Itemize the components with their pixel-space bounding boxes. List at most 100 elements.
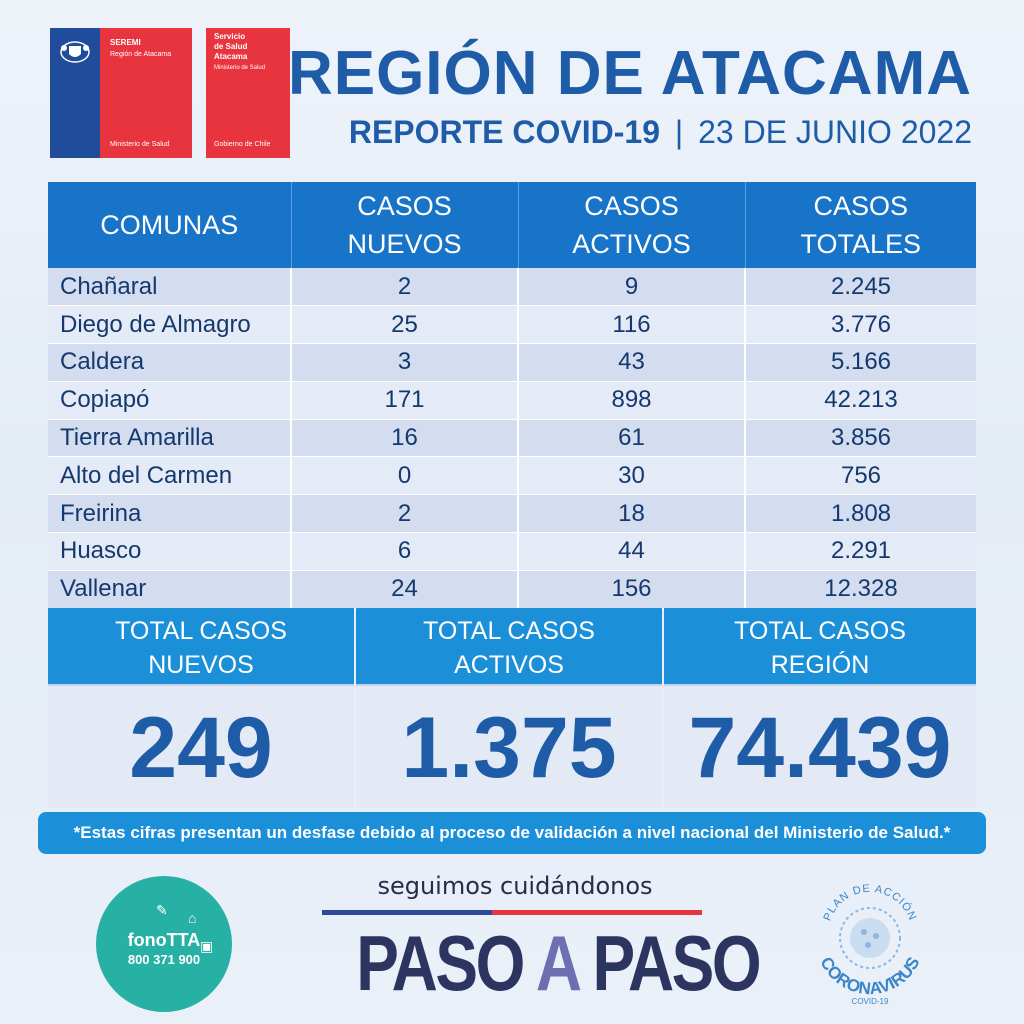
total-nuevos-label-l2: NUEVOS <box>148 651 254 679</box>
report-date: 23 DE JUNIO 2022 <box>698 114 972 150</box>
comuna-cell: Copiapó <box>48 381 292 420</box>
casos-activos-cell: 9 <box>518 268 746 307</box>
casos-activos-cell: 156 <box>518 570 746 609</box>
table-header-row: COMUNAS CASOS NUEVOS CASOS ACTIVOS CASOS… <box>48 182 976 268</box>
casos-nuevos-cell: 6 <box>291 532 519 571</box>
casos-totales-cell: 2.245 <box>745 268 976 307</box>
servicio-salud-logo: Servicio de Salud Atacama Ministerio de … <box>206 28 290 158</box>
casos-activos-cell: 898 <box>518 381 746 420</box>
plan-sub-text: COVID-19 <box>852 997 889 1006</box>
comuna-cell: Tierra Amarilla <box>48 419 292 458</box>
casos-activos-cell: 116 <box>518 305 746 345</box>
casos-activos-cell: 61 <box>518 419 746 458</box>
casos-totales-cell: 3.776 <box>745 305 976 345</box>
casos-nuevos-cell: 24 <box>291 570 519 609</box>
seremi-line1: SEREMI <box>110 38 141 47</box>
total-region-label-l2: REGIÓN <box>770 651 870 679</box>
page-subtitle: REPORTE COVID-19 | 23 DE JUNIO 2022 <box>349 114 972 151</box>
total-activos-label: TOTAL CASOS ACTIVOS <box>356 608 662 684</box>
total-region-value: 74.439 <box>664 684 976 808</box>
table-row: Freirina 2 18 1.808 <box>48 494 976 534</box>
fonotta-logo: ✎ ⌂ ▣ fonoTTA 800 371 900 <box>96 876 232 1012</box>
total-nuevos-value: 249 <box>48 684 354 808</box>
table-row: Caldera 3 43 5.166 <box>48 343 976 382</box>
col-header-casos-totales: CASOS TOTALES <box>745 182 976 268</box>
seremi-footer: Ministerio de Salud <box>110 141 170 148</box>
total-region-label: TOTAL CASOS REGIÓN <box>664 608 976 684</box>
total-nuevos-label-l1: TOTAL CASOS <box>115 617 287 645</box>
casos-nuevos-cell: 171 <box>291 381 519 420</box>
paso-word-a: A <box>535 919 580 1007</box>
coat-of-arms-icon <box>60 41 90 63</box>
page-title: REGIÓN DE ATACAMA <box>287 39 972 108</box>
casos-nuevos-cell: 0 <box>291 456 519 496</box>
casos-totales-cell: 12.328 <box>745 570 976 609</box>
col-header-casos-nuevos: CASOS NUEVOS <box>291 182 519 268</box>
seremi-line2: Región de Atacama <box>110 51 172 58</box>
servicio-line3: Atacama <box>214 52 248 61</box>
col-header-comunas: COMUNAS <box>48 182 292 268</box>
servicio-line4: Ministerio de Salud <box>214 65 266 71</box>
paso-word-1: PASO <box>356 919 536 1007</box>
svg-text:CORONAVIRUS: CORONAVIRUS <box>816 954 923 999</box>
casos-totales-cell: 1.808 <box>745 494 976 534</box>
comuna-cell: Caldera <box>48 343 292 382</box>
paso-word-2: PASO <box>577 919 761 1007</box>
government-logos: SEREMI Región de Atacama Ministerio de S… <box>50 28 290 158</box>
table-row: Vallenar 24 156 12.328 <box>48 570 976 609</box>
svg-text:PLAN DE ACCIÓN: PLAN DE ACCIÓN <box>821 883 918 923</box>
total-activos-value: 1.375 <box>356 684 662 808</box>
casos-activos-cell: 18 <box>518 494 746 534</box>
table-row: Diego de Almagro 25 116 3.776 <box>48 305 976 345</box>
comuna-cell: Alto del Carmen <box>48 456 292 496</box>
casos-nuevos-cell: 3 <box>291 343 519 382</box>
casos-activos-cell: 44 <box>518 532 746 571</box>
casos-nuevos-cell: 2 <box>291 494 519 534</box>
servicio-line2: de Salud <box>214 42 248 51</box>
casos-totales-cell: 2.291 <box>745 532 976 571</box>
comuna-cell: Vallenar <box>48 570 292 609</box>
fonotta-number: 800 371 900 <box>127 952 201 967</box>
casos-totales-cell: 3.856 <box>745 419 976 458</box>
casos-activos-cell: 43 <box>518 343 746 382</box>
comuna-cell: Chañaral <box>48 268 292 307</box>
comuna-cell: Freirina <box>48 494 292 534</box>
total-nuevos-label: TOTAL CASOS NUEVOS <box>48 608 354 684</box>
plan-main-text: CORONAVIRUS <box>816 954 923 999</box>
slogan: seguimos cuidándonos <box>377 872 653 900</box>
servicio-footer: Gobierno de Chile <box>214 141 271 148</box>
servicio-line1: Servicio <box>214 32 246 41</box>
casos-totales-cell: 5.166 <box>745 343 976 382</box>
casos-nuevos-cell: 2 <box>291 268 519 307</box>
col-header-casos-activos: CASOS ACTIVOS <box>518 182 746 268</box>
disclaimer-note: *Estas cifras presentan un desfase debid… <box>38 812 986 854</box>
table-row: Chañaral 2 9 2.245 <box>48 268 976 307</box>
phone-icon: ✎ <box>156 902 168 918</box>
fonotta-name: fonoTTA <box>127 930 201 950</box>
totals-panel: TOTAL CASOS NUEVOS TOTAL CASOS ACTIVOS T… <box>48 608 976 808</box>
table-row: Alto del Carmen 0 30 756 <box>48 456 976 496</box>
casos-nuevos-cell: 25 <box>291 305 519 345</box>
casos-nuevos-cell: 16 <box>291 419 519 458</box>
comunas-table: COMUNAS CASOS NUEVOS CASOS ACTIVOS CASOS… <box>48 182 976 609</box>
seremi-logo: SEREMI Región de Atacama Ministerio de S… <box>50 28 192 158</box>
comuna-cell: Huasco <box>48 532 292 571</box>
plan-accion-coronavirus-logo: PLAN DE ACCIÓN CORONAVIRUS COVID-19 <box>816 883 923 1006</box>
total-region-label-l1: TOTAL CASOS <box>734 617 906 645</box>
report-label: REPORTE COVID-19 <box>348 114 660 150</box>
casos-totales-cell: 42.213 <box>745 381 976 420</box>
flag-bar <box>322 910 702 915</box>
table-row: Huasco 6 44 2.291 <box>48 532 976 571</box>
clinic-icon: ▣ <box>200 938 214 954</box>
paso-a-paso-logo: PASO A PASO <box>356 918 761 1009</box>
casos-totales-cell: 756 <box>745 456 976 496</box>
total-activos-label-l2: ACTIVOS <box>454 651 564 679</box>
table-row: Copiapó 171 898 42.213 <box>48 381 976 420</box>
home-icon: ⌂ <box>188 910 197 926</box>
plan-top-text: PLAN DE ACCIÓN <box>821 883 917 923</box>
comuna-cell: Diego de Almagro <box>48 305 292 345</box>
total-activos-label-l1: TOTAL CASOS <box>423 617 595 645</box>
subtitle-separator: | <box>674 114 684 150</box>
table-row: Tierra Amarilla 16 61 3.856 <box>48 419 976 458</box>
casos-activos-cell: 30 <box>518 456 746 496</box>
